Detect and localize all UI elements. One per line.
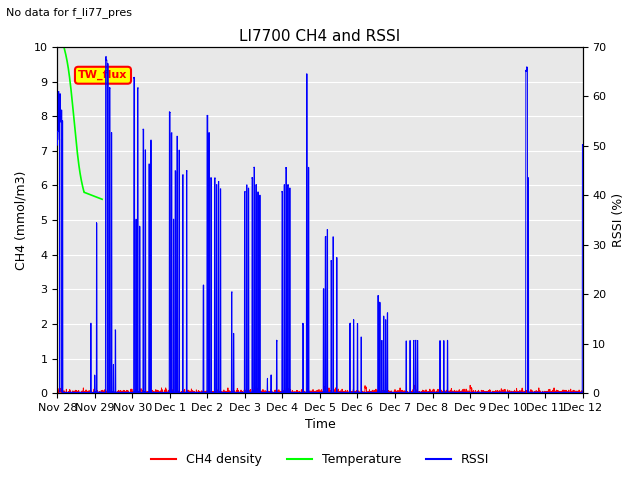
Legend: CH4 density, Temperature, RSSI: CH4 density, Temperature, RSSI bbox=[146, 448, 494, 471]
Title: LI7700 CH4 and RSSI: LI7700 CH4 and RSSI bbox=[239, 29, 401, 44]
X-axis label: Time: Time bbox=[305, 419, 335, 432]
Y-axis label: CH4 (mmol/m3): CH4 (mmol/m3) bbox=[15, 170, 28, 270]
Text: TW_flux: TW_flux bbox=[78, 70, 127, 80]
Text: No data for f_li77_pres: No data for f_li77_pres bbox=[6, 7, 132, 18]
Y-axis label: RSSI (%): RSSI (%) bbox=[612, 193, 625, 247]
